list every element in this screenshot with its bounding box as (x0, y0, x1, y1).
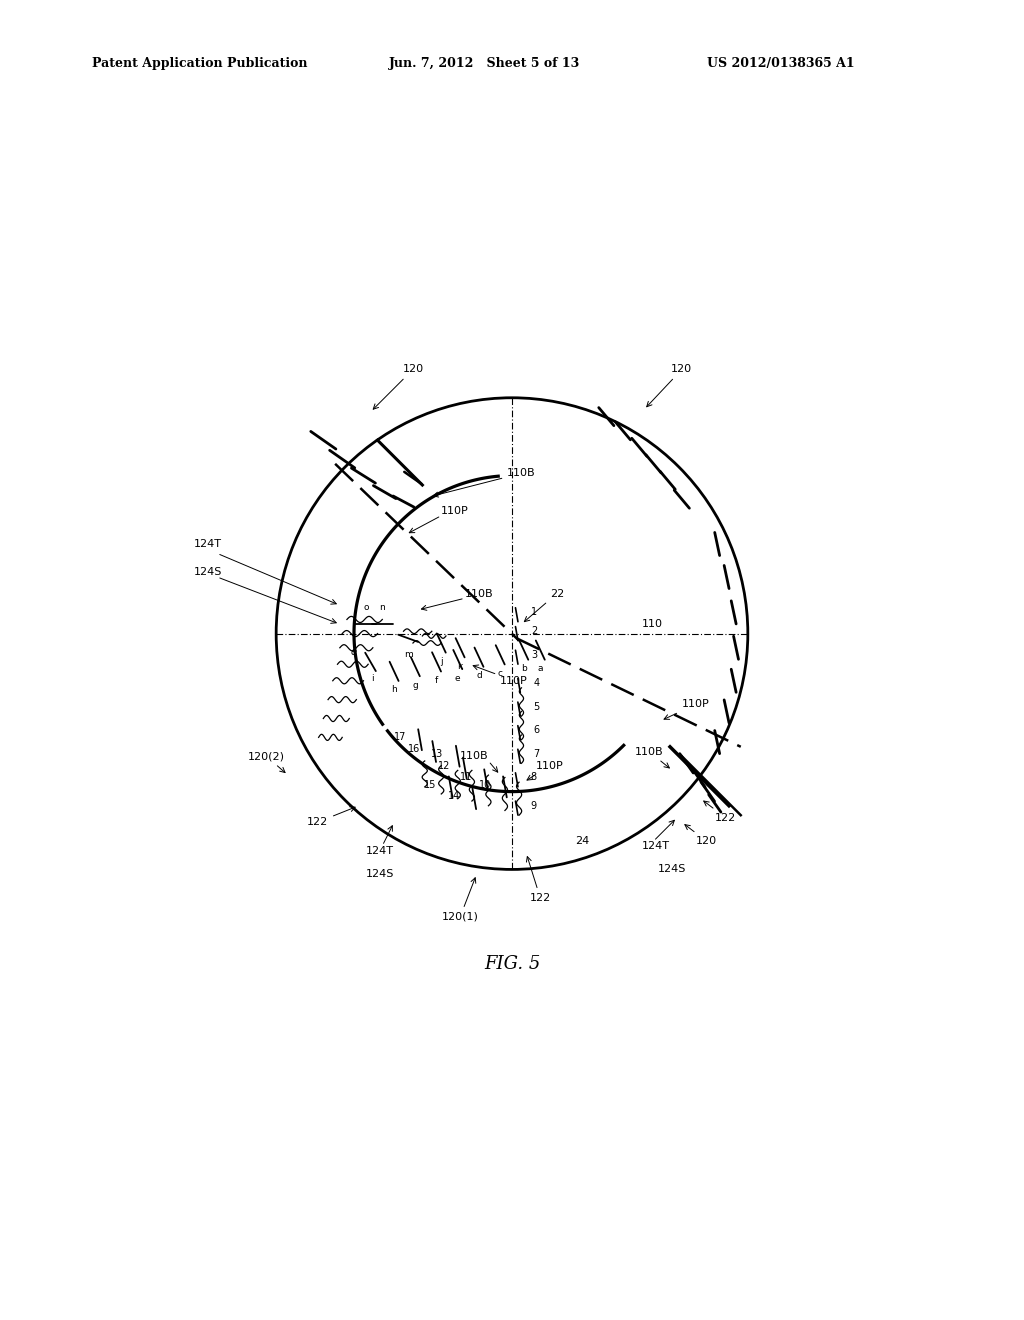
Text: 110P: 110P (441, 506, 469, 516)
Text: 17: 17 (393, 733, 406, 742)
Text: 110B: 110B (635, 747, 670, 768)
Text: 122: 122 (526, 857, 551, 903)
Text: 120: 120 (685, 825, 717, 846)
Text: Jun. 7, 2012   Sheet 5 of 13: Jun. 7, 2012 Sheet 5 of 13 (389, 57, 581, 70)
Text: 6: 6 (534, 725, 540, 735)
Text: 124T: 124T (366, 846, 394, 855)
Text: 124S: 124S (658, 865, 686, 874)
Text: 16: 16 (408, 744, 420, 754)
Text: g: g (413, 681, 418, 690)
Text: n: n (380, 603, 385, 612)
Text: 110B: 110B (460, 751, 488, 762)
Text: 9: 9 (530, 801, 537, 810)
Text: h: h (391, 685, 397, 694)
Text: 110P: 110P (473, 665, 528, 686)
Text: 13: 13 (431, 748, 443, 759)
Text: 110P: 110P (665, 700, 710, 719)
Text: 120(2): 120(2) (248, 751, 285, 772)
Text: FIG. 5: FIG. 5 (483, 954, 541, 973)
Text: 7: 7 (534, 748, 540, 759)
Text: 3: 3 (530, 649, 537, 660)
Text: 24: 24 (575, 836, 590, 846)
Text: c: c (498, 669, 503, 678)
Text: e: e (351, 648, 357, 657)
Text: 110B: 110B (433, 469, 536, 498)
Text: a: a (538, 664, 543, 673)
Text: 5: 5 (534, 702, 540, 711)
Text: 110P: 110P (527, 760, 563, 780)
Text: Patent Application Publication: Patent Application Publication (92, 57, 307, 70)
Text: 120(1): 120(1) (441, 878, 478, 921)
Text: 120: 120 (373, 364, 424, 409)
Text: 110: 110 (642, 619, 663, 630)
Text: f: f (435, 676, 438, 685)
Text: 110B: 110B (465, 589, 494, 598)
Text: 124T: 124T (642, 841, 670, 851)
Text: 124T: 124T (194, 539, 221, 549)
Text: 22: 22 (524, 589, 564, 622)
Text: US 2012/0138365 A1: US 2012/0138365 A1 (707, 57, 854, 70)
Text: j: j (440, 657, 442, 667)
Text: e: e (455, 673, 461, 682)
Text: i: i (372, 673, 374, 682)
Text: 11: 11 (460, 772, 472, 783)
Text: 4: 4 (534, 678, 540, 688)
Text: m: m (403, 651, 413, 659)
Text: 120: 120 (647, 364, 692, 407)
Text: 14: 14 (447, 791, 460, 801)
Text: 10: 10 (478, 780, 490, 789)
Text: d: d (476, 672, 482, 680)
Text: 122: 122 (703, 801, 736, 822)
Text: 124S: 124S (366, 869, 394, 879)
Text: 2: 2 (530, 626, 538, 636)
Text: k: k (458, 661, 463, 671)
Text: 124S: 124S (194, 568, 222, 577)
Text: 1: 1 (530, 607, 537, 618)
Text: 12: 12 (438, 760, 451, 771)
Text: 8: 8 (530, 772, 537, 783)
Text: 122: 122 (307, 807, 355, 828)
Text: b: b (521, 664, 526, 673)
Text: 15: 15 (424, 780, 436, 789)
Text: o: o (364, 603, 369, 612)
